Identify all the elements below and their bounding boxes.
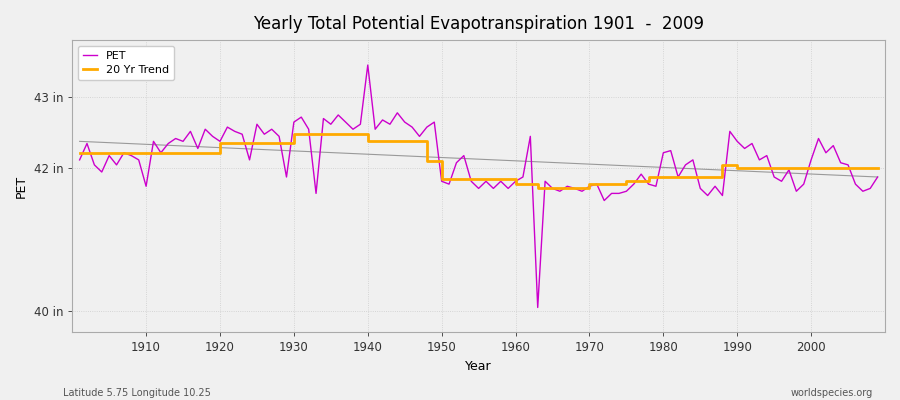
PET xyxy=(872,174,883,179)
20 Yr Trend xyxy=(510,182,521,186)
Y-axis label: PET: PET xyxy=(15,175,28,198)
PET xyxy=(363,63,374,68)
20 Yr Trend xyxy=(363,139,374,144)
20 Yr Trend xyxy=(872,166,883,171)
Legend: PET, 20 Yr Trend: PET, 20 Yr Trend xyxy=(77,46,175,80)
20 Yr Trend xyxy=(717,162,728,167)
20 Yr Trend xyxy=(510,177,521,182)
PET xyxy=(74,158,85,162)
PET xyxy=(518,174,528,179)
PET xyxy=(340,120,351,124)
Line: PET: PET xyxy=(79,65,878,308)
20 Yr Trend xyxy=(421,139,432,144)
20 Yr Trend xyxy=(421,159,432,164)
Text: worldspecies.org: worldspecies.org xyxy=(791,388,873,398)
Text: Latitude 5.75 Longitude 10.25: Latitude 5.75 Longitude 10.25 xyxy=(63,388,211,398)
Title: Yearly Total Potential Evapotranspiration 1901  -  2009: Yearly Total Potential Evapotranspiratio… xyxy=(253,15,704,33)
PET xyxy=(614,191,625,196)
20 Yr Trend xyxy=(621,179,632,184)
PET xyxy=(510,179,521,184)
20 Yr Trend xyxy=(732,166,742,171)
20 Yr Trend xyxy=(584,186,595,191)
20 Yr Trend xyxy=(436,177,447,182)
PET xyxy=(532,305,543,310)
20 Yr Trend xyxy=(74,150,85,155)
20 Yr Trend xyxy=(436,159,447,164)
20 Yr Trend xyxy=(717,174,728,179)
20 Yr Trend xyxy=(584,182,595,186)
20 Yr Trend xyxy=(289,132,300,137)
20 Yr Trend xyxy=(214,141,225,146)
20 Yr Trend xyxy=(621,182,632,186)
20 Yr Trend xyxy=(532,186,543,191)
PET xyxy=(133,158,144,162)
Line: 20 Yr Trend: 20 Yr Trend xyxy=(79,134,878,188)
X-axis label: Year: Year xyxy=(465,360,492,373)
20 Yr Trend xyxy=(214,150,225,155)
20 Yr Trend xyxy=(289,141,300,146)
20 Yr Trend xyxy=(732,162,742,167)
20 Yr Trend xyxy=(644,179,654,184)
20 Yr Trend xyxy=(363,132,374,137)
20 Yr Trend xyxy=(532,182,543,186)
PET xyxy=(296,115,307,120)
20 Yr Trend xyxy=(644,174,654,179)
